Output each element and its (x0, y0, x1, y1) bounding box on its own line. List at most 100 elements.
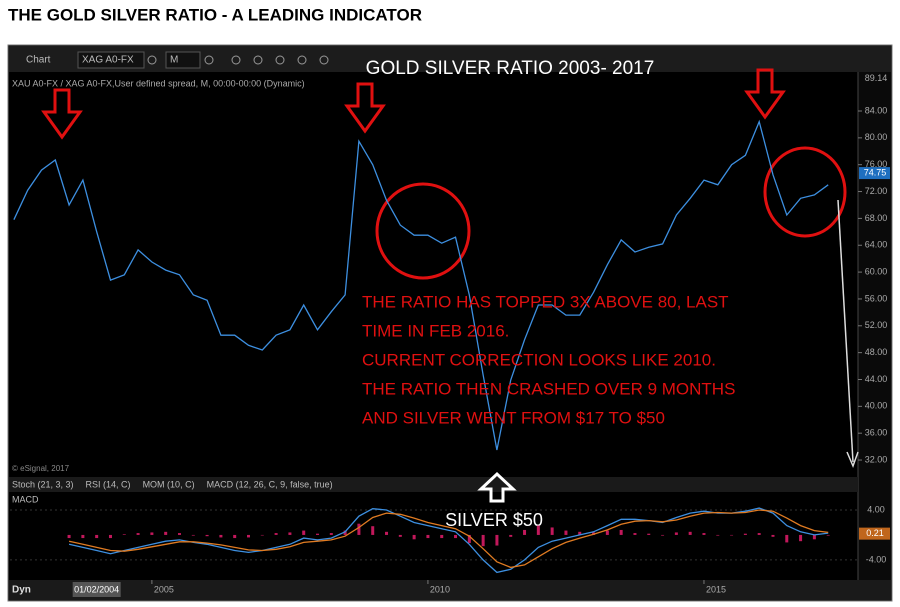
histogram-bar (426, 534, 430, 539)
symbol[interactable]: XAG A0-FX (82, 55, 134, 66)
histogram-bar (771, 534, 775, 537)
indicator-tab[interactable]: Stoch (21, 3, 3) (12, 479, 74, 489)
annotation-note: AND SILVER WENT FROM $17 TO $50 (362, 408, 665, 427)
histogram-bar (785, 534, 789, 543)
histogram-bar (81, 534, 85, 539)
x-tick-label: 2015 (706, 584, 726, 594)
toolbar-icons (147, 55, 329, 65)
histogram-bar (412, 534, 416, 540)
y-tick-label: 4.00 (867, 504, 885, 514)
histogram-bar (826, 534, 830, 536)
indicator-tab[interactable]: RSI (14, C) (86, 479, 131, 489)
histogram-bar (550, 527, 554, 535)
y-tick-label: 36.00 (865, 428, 888, 438)
x-axis-bar (9, 580, 891, 600)
histogram-bar (329, 533, 333, 535)
last-value-label: 74.75 (864, 167, 887, 177)
footer-label: Dyn (12, 585, 31, 596)
histogram-bar (633, 533, 637, 535)
y-tick-label: 72.00 (865, 186, 888, 196)
chart-subtitle: XAU A0-FX / XAG A0-FX,User defined sprea… (12, 78, 305, 88)
white-pointer (837, 199, 859, 469)
y-tick-label: 48.00 (865, 347, 888, 357)
interval[interactable]: M (170, 55, 178, 66)
signal-line (68, 509, 829, 569)
white-arrow (477, 471, 517, 503)
x-cursor-box (72, 582, 121, 597)
indicator-tab[interactable]: MACD (12, 26, C, 9, false, true) (207, 479, 333, 489)
histogram-bar (647, 533, 651, 535)
annotation-silver: SILVER $50 (445, 510, 543, 530)
indicator-tab[interactable]: MOM (10, C) (143, 479, 195, 489)
histogram-bar (757, 533, 761, 535)
interval-box[interactable] (165, 51, 201, 69)
histogram-bar (716, 534, 720, 536)
red-arrows (41, 68, 786, 140)
histogram-bar (564, 530, 568, 535)
macd-title: MACD (12, 494, 39, 504)
histogram-bar (260, 534, 264, 536)
x-tick-label: 2005 (154, 584, 174, 594)
histogram-bar (302, 530, 306, 535)
histogram-bar (95, 534, 99, 539)
histogram-bar (205, 534, 209, 537)
histogram-bar (523, 529, 527, 535)
histogram-bar (67, 534, 71, 539)
chart-window (7, 44, 893, 602)
y-tick-label: 56.00 (865, 293, 888, 303)
last-value-tag (859, 167, 890, 180)
annotation-note: THE RATIO HAS TOPPED 3X ABOVE 80, LAST (362, 292, 729, 311)
histogram-bar (191, 534, 195, 536)
histogram-bar (743, 533, 747, 535)
histogram-bar (343, 530, 347, 535)
y-max-label: 89.14 (865, 73, 888, 83)
macd-line (68, 507, 829, 574)
histogram-bar (536, 525, 540, 535)
y-tick-label: 44.00 (865, 374, 888, 384)
histogram-bar (122, 534, 126, 535)
histogram-bar (688, 531, 692, 535)
y-tick-label: 68.00 (865, 213, 888, 223)
y-tick-label: 52.00 (865, 320, 888, 330)
histogram-bar (730, 534, 734, 536)
x-tick-label: 2010 (430, 584, 450, 594)
histogram-bar (398, 534, 402, 537)
red-circles (375, 146, 847, 280)
copyright: © eSignal, 2017 (12, 464, 70, 473)
chart-title: GOLD SILVER RATIO 2003- 2017 (366, 58, 655, 79)
tab-row (9, 477, 858, 492)
histogram-bar (799, 534, 803, 542)
histogram-bar (150, 532, 154, 535)
last-value-tag (859, 527, 890, 540)
symbol-box[interactable] (77, 51, 145, 69)
annotation-note: THE RATIO THEN CRASHED OVER 9 MONTHS (362, 379, 735, 398)
last-value-label: 0.21 (866, 528, 884, 538)
histogram-bar (661, 534, 665, 536)
ratio-line (13, 119, 829, 451)
page-title: THE GOLD SILVER RATIO - A LEADING INDICA… (8, 5, 422, 24)
chart-tab[interactable]: Chart (26, 55, 51, 66)
histogram-bar (385, 531, 389, 535)
histogram-bar (578, 531, 582, 535)
histogram-bar (316, 533, 320, 535)
histogram-bar (467, 534, 471, 544)
histogram-bar (136, 533, 140, 535)
histogram-bar (288, 532, 292, 535)
histogram-bar (164, 531, 168, 535)
histogram-bar (108, 534, 112, 539)
histogram-bar (605, 530, 609, 535)
annotation-note: TIME IN FEB 2016. (362, 321, 509, 340)
histogram-bar (509, 534, 513, 537)
x-cursor-label: 01/02/2004 (74, 584, 119, 594)
histogram-bar (440, 534, 444, 539)
histogram-bar (812, 534, 816, 540)
histogram-bar (177, 533, 181, 535)
histogram-bar (481, 534, 485, 547)
histogram-bar (371, 526, 375, 535)
y-tick-label: 60.00 (865, 266, 888, 276)
histogram-bar (233, 534, 237, 539)
histogram-bar (454, 534, 458, 539)
histogram-bar (674, 532, 678, 535)
y-tick-label: 64.00 (865, 240, 888, 250)
